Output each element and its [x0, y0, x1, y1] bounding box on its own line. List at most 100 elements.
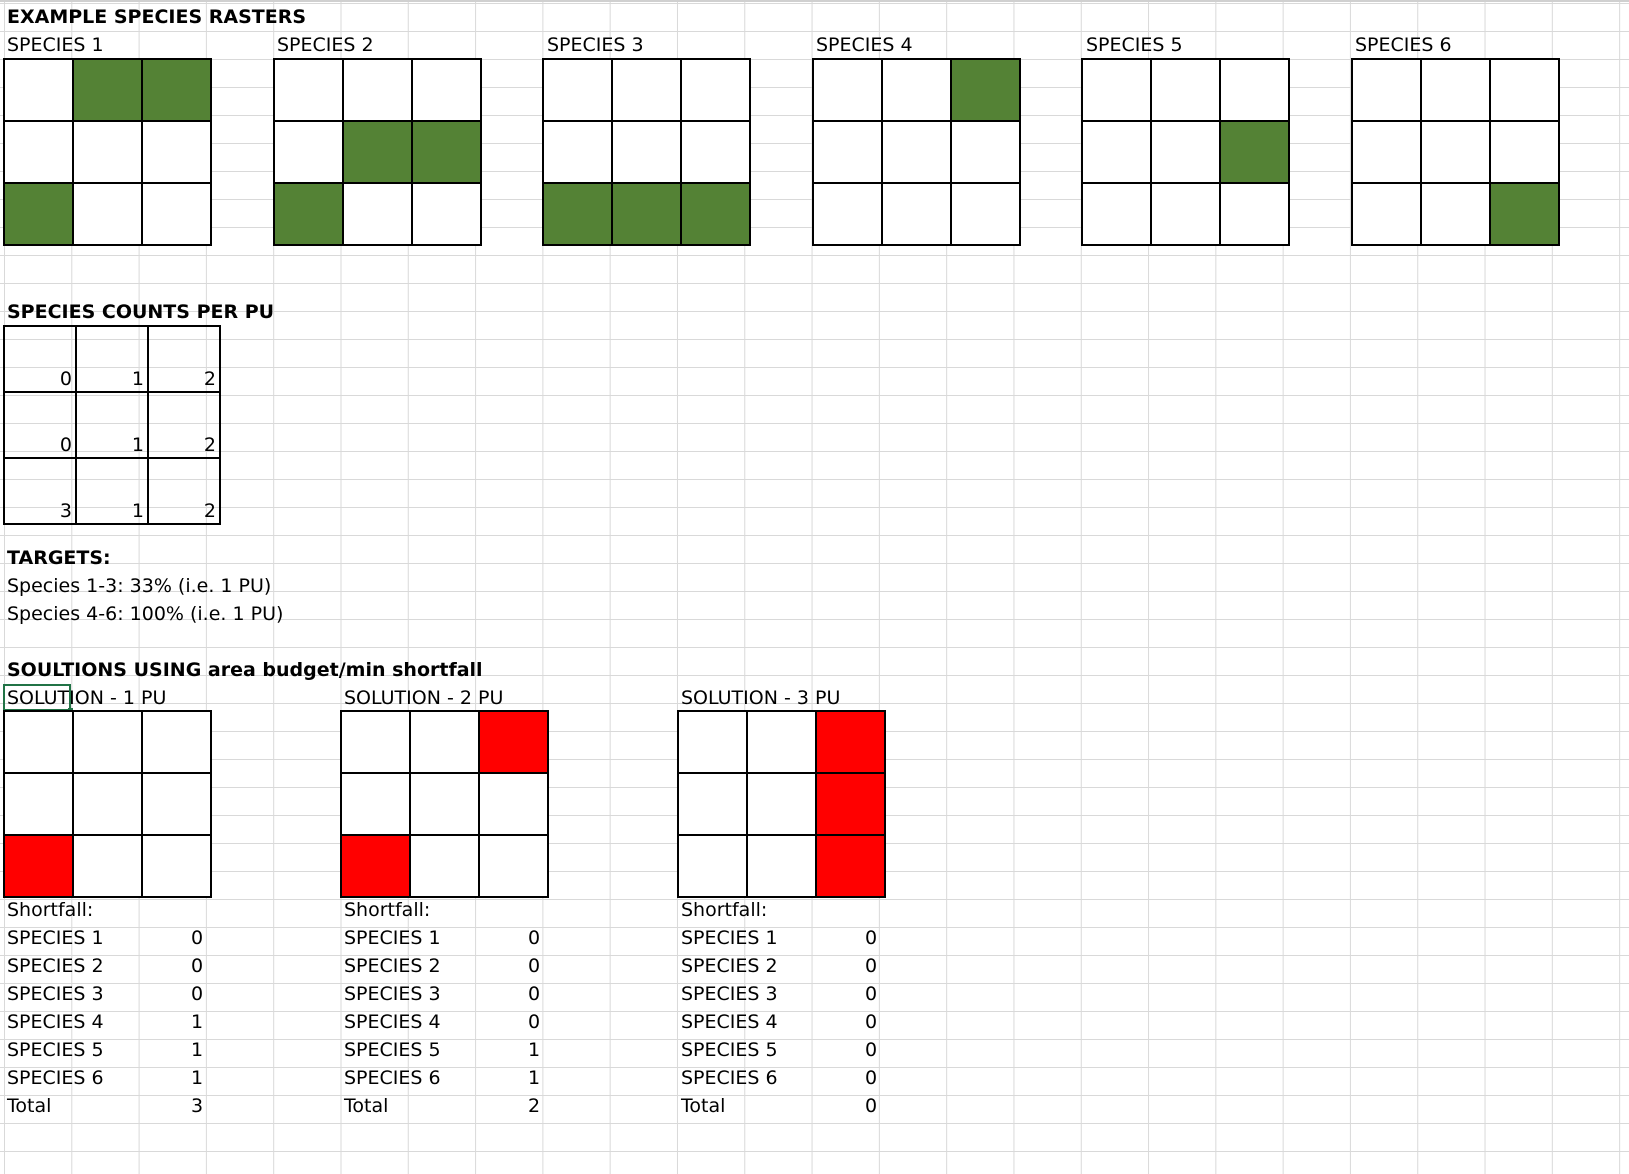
empty-planning-unit[interactable]: [3, 772, 74, 836]
shortfall-row-value: 0: [865, 927, 878, 949]
page-title: EXAMPLE SPECIES RASTERS: [7, 6, 307, 28]
empty-planning-unit[interactable]: [950, 182, 1021, 246]
filled-planning-unit[interactable]: [72, 58, 143, 122]
empty-planning-unit[interactable]: [611, 58, 682, 122]
filled-planning-unit[interactable]: [680, 182, 751, 246]
empty-planning-unit[interactable]: [478, 834, 549, 898]
count-cell[interactable]: 1: [75, 325, 149, 393]
empty-planning-unit[interactable]: [677, 834, 748, 898]
species-4-label: SPECIES 4: [816, 34, 913, 56]
empty-planning-unit[interactable]: [950, 120, 1021, 184]
empty-planning-unit[interactable]: [409, 772, 480, 836]
empty-planning-unit[interactable]: [340, 710, 411, 774]
empty-planning-unit[interactable]: [411, 182, 482, 246]
empty-planning-unit[interactable]: [273, 120, 344, 184]
count-cell[interactable]: 3: [3, 457, 77, 525]
empty-planning-unit[interactable]: [1219, 58, 1290, 122]
empty-planning-unit[interactable]: [677, 710, 748, 774]
empty-planning-unit[interactable]: [1351, 120, 1422, 184]
count-cell[interactable]: 0: [3, 391, 77, 459]
empty-planning-unit[interactable]: [611, 120, 682, 184]
count-cell[interactable]: 2: [147, 457, 221, 525]
empty-planning-unit[interactable]: [72, 772, 143, 836]
empty-planning-unit[interactable]: [881, 182, 952, 246]
empty-planning-unit[interactable]: [409, 710, 480, 774]
filled-planning-unit[interactable]: [1489, 182, 1560, 246]
filled-planning-unit[interactable]: [815, 772, 886, 836]
empty-planning-unit[interactable]: [746, 772, 817, 836]
empty-planning-unit[interactable]: [1420, 182, 1491, 246]
filled-planning-unit[interactable]: [542, 182, 613, 246]
count-cell[interactable]: 2: [147, 391, 221, 459]
selected-cell-cursor[interactable]: [3, 684, 73, 713]
empty-planning-unit[interactable]: [141, 834, 212, 898]
filled-planning-unit[interactable]: [815, 710, 886, 774]
empty-planning-unit[interactable]: [542, 58, 613, 122]
empty-planning-unit[interactable]: [1150, 58, 1221, 122]
empty-planning-unit[interactable]: [478, 772, 549, 836]
filled-planning-unit[interactable]: [411, 120, 482, 184]
empty-planning-unit[interactable]: [141, 710, 212, 774]
empty-planning-unit[interactable]: [881, 58, 952, 122]
empty-planning-unit[interactable]: [3, 710, 74, 774]
species-3-label: SPECIES 3: [547, 34, 644, 56]
filled-planning-unit[interactable]: [141, 58, 212, 122]
empty-planning-unit[interactable]: [3, 58, 74, 122]
empty-planning-unit[interactable]: [409, 834, 480, 898]
empty-planning-unit[interactable]: [342, 182, 413, 246]
shortfall-row-value: 1: [191, 1039, 204, 1061]
filled-planning-unit[interactable]: [815, 834, 886, 898]
shortfall-row-value: 0: [528, 983, 541, 1005]
shortfall-row-name: SPECIES 6: [681, 1067, 778, 1089]
empty-planning-unit[interactable]: [1150, 120, 1221, 184]
filled-planning-unit[interactable]: [340, 834, 411, 898]
empty-planning-unit[interactable]: [340, 772, 411, 836]
empty-planning-unit[interactable]: [812, 58, 883, 122]
count-cell[interactable]: 1: [75, 457, 149, 525]
empty-planning-unit[interactable]: [342, 58, 413, 122]
empty-planning-unit[interactable]: [141, 182, 212, 246]
count-cell[interactable]: 2: [147, 325, 221, 393]
empty-planning-unit[interactable]: [542, 120, 613, 184]
filled-planning-unit[interactable]: [3, 182, 74, 246]
filled-planning-unit[interactable]: [342, 120, 413, 184]
empty-planning-unit[interactable]: [411, 58, 482, 122]
empty-planning-unit[interactable]: [1081, 182, 1152, 246]
empty-planning-unit[interactable]: [746, 834, 817, 898]
empty-planning-unit[interactable]: [812, 120, 883, 184]
empty-planning-unit[interactable]: [746, 710, 817, 774]
empty-planning-unit[interactable]: [1489, 58, 1560, 122]
empty-planning-unit[interactable]: [1420, 120, 1491, 184]
empty-planning-unit[interactable]: [1081, 58, 1152, 122]
empty-planning-unit[interactable]: [1489, 120, 1560, 184]
filled-planning-unit[interactable]: [478, 710, 549, 774]
empty-planning-unit[interactable]: [680, 58, 751, 122]
empty-planning-unit[interactable]: [141, 120, 212, 184]
filled-planning-unit[interactable]: [950, 58, 1021, 122]
empty-planning-unit[interactable]: [1081, 120, 1152, 184]
empty-planning-unit[interactable]: [72, 120, 143, 184]
empty-planning-unit[interactable]: [72, 710, 143, 774]
empty-planning-unit[interactable]: [72, 182, 143, 246]
empty-planning-unit[interactable]: [1351, 182, 1422, 246]
empty-planning-unit[interactable]: [677, 772, 748, 836]
empty-planning-unit[interactable]: [141, 772, 212, 836]
empty-planning-unit[interactable]: [72, 834, 143, 898]
empty-planning-unit[interactable]: [273, 58, 344, 122]
filled-planning-unit[interactable]: [611, 182, 682, 246]
count-cell[interactable]: 0: [3, 325, 77, 393]
empty-planning-unit[interactable]: [680, 120, 751, 184]
filled-planning-unit[interactable]: [1219, 120, 1290, 184]
empty-planning-unit[interactable]: [1219, 182, 1290, 246]
empty-planning-unit[interactable]: [812, 182, 883, 246]
filled-planning-unit[interactable]: [273, 182, 344, 246]
empty-planning-unit[interactable]: [3, 120, 74, 184]
empty-planning-unit[interactable]: [881, 120, 952, 184]
count-cell[interactable]: 1: [75, 391, 149, 459]
targets-line-1: Species 1-3: 33% (i.e. 1 PU): [7, 575, 272, 597]
empty-planning-unit[interactable]: [1420, 58, 1491, 122]
filled-planning-unit[interactable]: [3, 834, 74, 898]
empty-planning-unit[interactable]: [1150, 182, 1221, 246]
empty-planning-unit[interactable]: [1351, 58, 1422, 122]
